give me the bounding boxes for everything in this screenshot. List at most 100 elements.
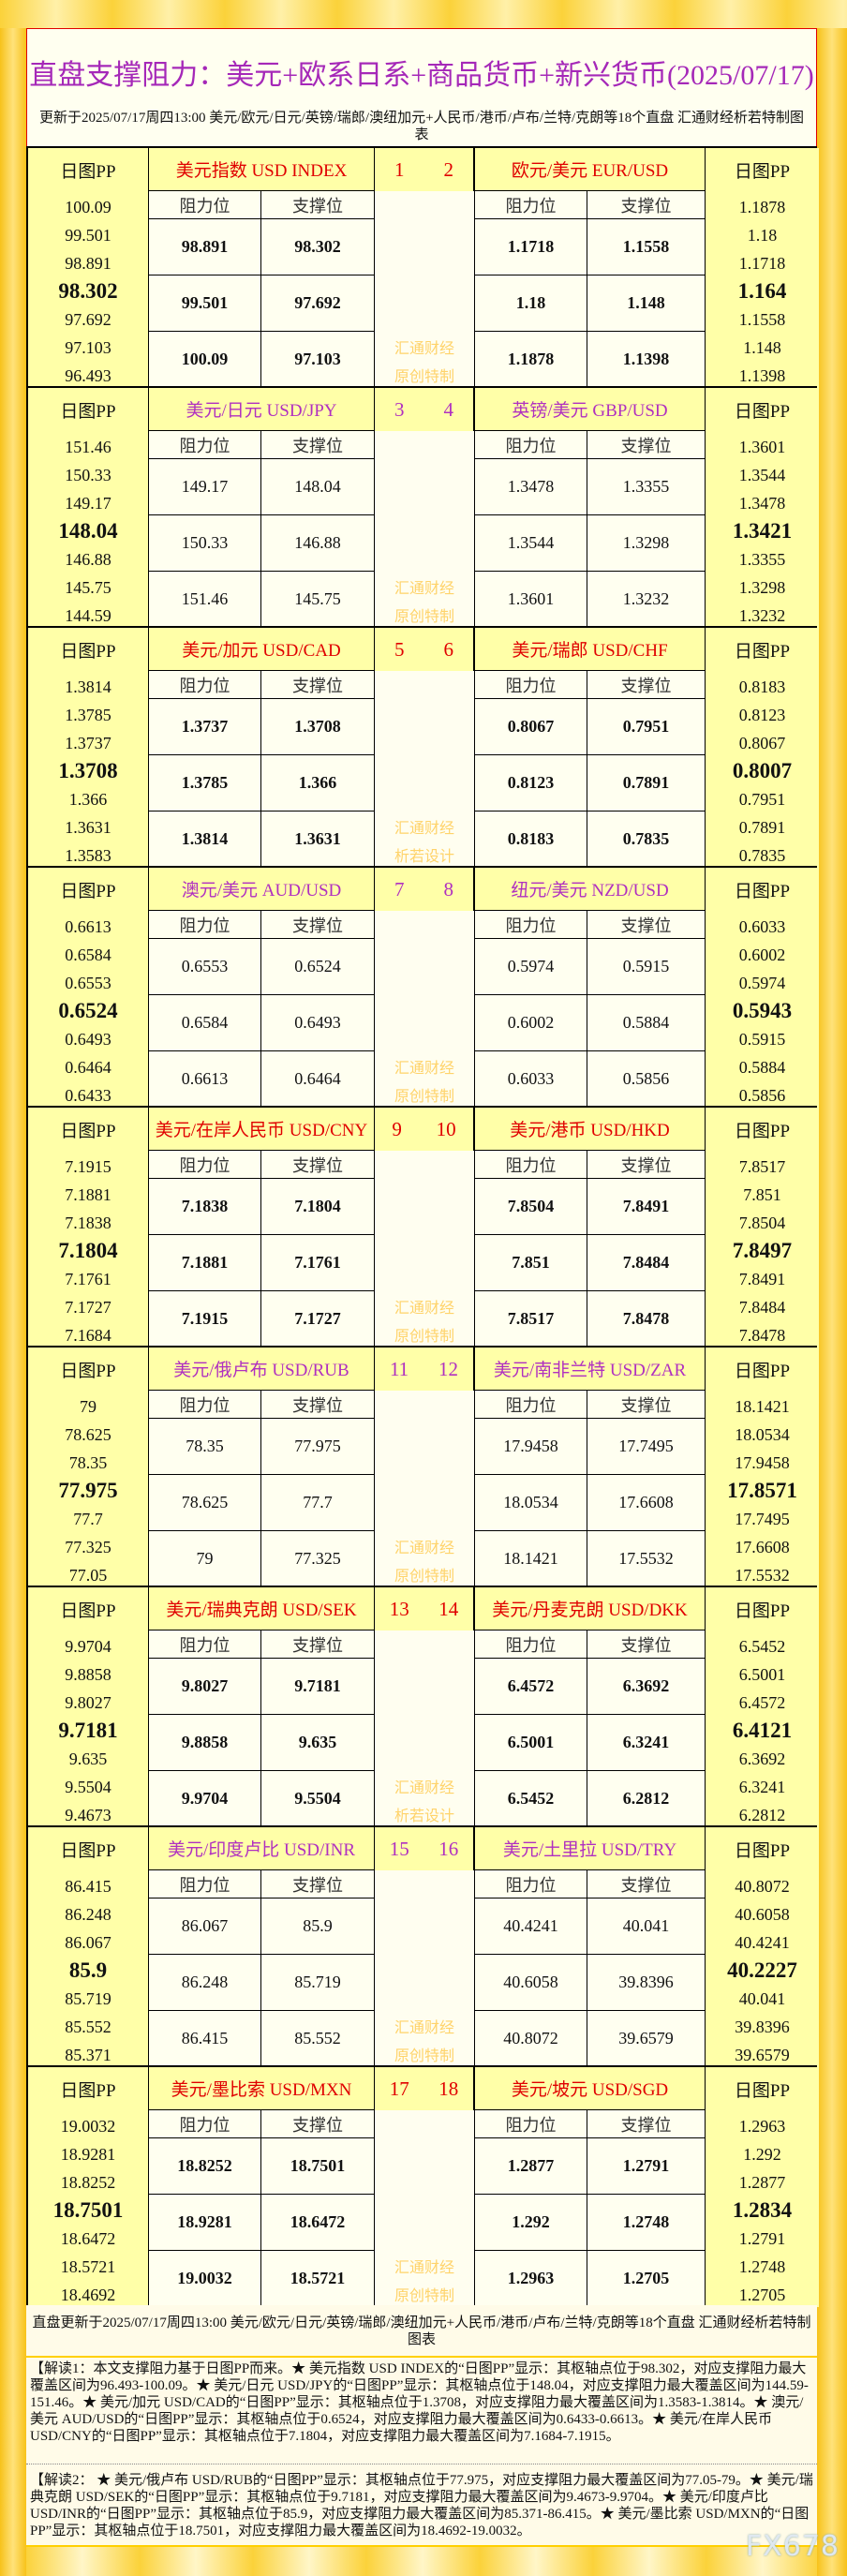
resistance-value: 18.0534 <box>474 1475 587 1531</box>
support-value: 17.5532 <box>587 1531 706 1587</box>
support-value: 9.7181 <box>261 1659 375 1715</box>
support-header: 支撑位 <box>587 911 706 939</box>
pair-block: 日图PP 79 78.625 78.35 77.975 77.7 77.325 77.05 日图… <box>26 1346 819 1587</box>
pp-level-value: 7.8517 <box>738 1156 786 1176</box>
pp-header: 日图PP <box>60 401 116 422</box>
pivot-point-value: 0.5943 <box>732 999 793 1022</box>
pp-level-value: 86.248 <box>65 1904 111 1924</box>
pp-level-value: 7.1684 <box>65 1325 111 1345</box>
pp-level-value: 145.75 <box>65 577 111 597</box>
support-value: 1.3232 <box>587 572 706 628</box>
support-value: 7.8491 <box>587 1179 706 1235</box>
pp-level-value: 0.8067 <box>738 733 786 752</box>
watermark-text: 原创特制 <box>394 1089 454 1105</box>
pair-name: 美元指数 USD INDEX <box>148 148 375 191</box>
resistance-header: 阻力位 <box>474 1870 587 1898</box>
pp-level-value: 0.6613 <box>65 916 111 936</box>
resistance-value: 40.4241 <box>474 1898 587 1955</box>
pp-level-value: 1.3478 <box>738 493 786 513</box>
page-subtitle: 更新于2025/07/17周四13:00 美元/欧元/日元/英镑/瑞郎/澳纽加元… <box>39 111 804 142</box>
pair-name: 美元/在岸人民币 USD/CNY <box>148 1108 375 1151</box>
pp-header: 日图PP <box>60 2080 116 2101</box>
pp-level-value: 0.7835 <box>738 845 786 865</box>
resistance-value: 1.292 <box>474 2195 587 2251</box>
pp-level-value: 18.1421 <box>735 1396 790 1416</box>
pp-level-value: 0.6033 <box>738 916 786 936</box>
pp-level-value: 19.0032 <box>60 2116 116 2136</box>
resistance-value: 78.625 <box>148 1475 261 1531</box>
resistance-header: 阻力位 <box>148 431 261 459</box>
pp-column-bg <box>28 628 148 868</box>
pp-header: 日图PP <box>734 1121 791 1141</box>
pair-name: 美元/瑞郎 USD/CHF <box>474 628 706 671</box>
pp-level-value: 0.5856 <box>738 1085 786 1105</box>
support-header: 支撑位 <box>261 911 375 939</box>
support-value: 0.6493 <box>261 995 375 1051</box>
support-value: 1.2748 <box>587 2195 706 2251</box>
pp-level-value: 77.05 <box>68 1565 108 1585</box>
support-header: 支撑位 <box>261 1391 375 1419</box>
resistance-header: 阻力位 <box>148 671 261 699</box>
support-header: 支撑位 <box>587 671 706 699</box>
support-value: 85.9 <box>261 1898 375 1955</box>
pp-level-value: 1.3583 <box>65 845 111 865</box>
support-header: 支撑位 <box>261 671 375 699</box>
pp-level-value: 18.5721 <box>60 2256 116 2276</box>
support-value: 146.88 <box>261 515 375 572</box>
support-header: 支撑位 <box>587 191 706 219</box>
pp-level-value: 77.325 <box>65 1537 111 1556</box>
pair-number: 9 <box>392 1117 402 1140</box>
resistance-header: 阻力位 <box>148 191 261 219</box>
pp-level-value: 0.6433 <box>65 1085 111 1105</box>
pair-numbers: 9 10 <box>375 1108 474 1151</box>
support-header: 支撑位 <box>587 1870 706 1898</box>
pp-level-value: 85.719 <box>65 1988 111 2008</box>
support-value: 98.302 <box>261 219 375 275</box>
support-value: 97.103 <box>261 332 375 388</box>
pp-level-value: 6.3692 <box>738 1749 786 1768</box>
pair-name: 美元/南非兰特 USD/ZAR <box>474 1348 706 1391</box>
pair-name: 美元/俄卢布 USD/RUB <box>148 1348 375 1391</box>
pp-level-value: 9.4673 <box>65 1805 111 1824</box>
support-value: 1.148 <box>587 275 706 332</box>
support-value: 7.1761 <box>261 1235 375 1291</box>
pair-number: 15 <box>389 1837 409 1860</box>
pp-column-bg <box>28 868 148 1108</box>
pp-level-value: 99.501 <box>65 225 111 245</box>
pp-column-bg <box>706 1827 819 2067</box>
pair-name: 英镑/美元 GBP/USD <box>474 388 706 431</box>
pp-level-value: 78.35 <box>68 1452 108 1472</box>
pivot-point-value: 0.8007 <box>732 759 793 782</box>
pivot-point-value: 1.3421 <box>732 519 793 543</box>
resistance-value: 86.067 <box>148 1898 261 1955</box>
watermark-text: 汇通财经 <box>394 821 454 837</box>
pp-level-value: 9.8858 <box>65 1664 111 1684</box>
pp-column-bg <box>28 148 148 388</box>
pp-level-value: 1.3232 <box>738 605 786 625</box>
pair-number: 13 <box>389 1597 409 1620</box>
pp-column-bg <box>28 1108 148 1348</box>
resistance-value: 1.3814 <box>148 812 261 868</box>
pair-name: 美元/土里拉 USD/TRY <box>474 1827 706 1870</box>
pair-name: 美元/墨比索 USD/MXN <box>148 2067 375 2110</box>
pp-level-value: 7.8484 <box>738 1297 786 1317</box>
resistance-value: 9.9704 <box>148 1771 261 1827</box>
pp-header: 日图PP <box>734 1361 791 1381</box>
support-value: 77.975 <box>261 1419 375 1475</box>
support-header: 支撑位 <box>587 2110 706 2138</box>
pair-number: 1 <box>394 157 405 181</box>
pp-header: 日图PP <box>60 1121 116 1141</box>
pivot-point-value: 1.2834 <box>732 2198 793 2222</box>
pp-level-value: 1.2791 <box>738 2228 786 2248</box>
pair-block: 日图PP 9.9704 9.8858 9.8027 9.7181 9.635 9.5504 9… <box>26 1586 819 1827</box>
pp-level-value: 18.8252 <box>60 2172 116 2192</box>
resistance-value: 40.8072 <box>474 2011 587 2067</box>
resistance-value: 9.8858 <box>148 1715 261 1771</box>
pp-level-value: 18.6472 <box>60 2228 116 2248</box>
pp-level-value: 1.3785 <box>65 705 111 724</box>
pp-level-value: 149.17 <box>65 493 111 513</box>
pp-column-bg <box>28 2067 148 2307</box>
